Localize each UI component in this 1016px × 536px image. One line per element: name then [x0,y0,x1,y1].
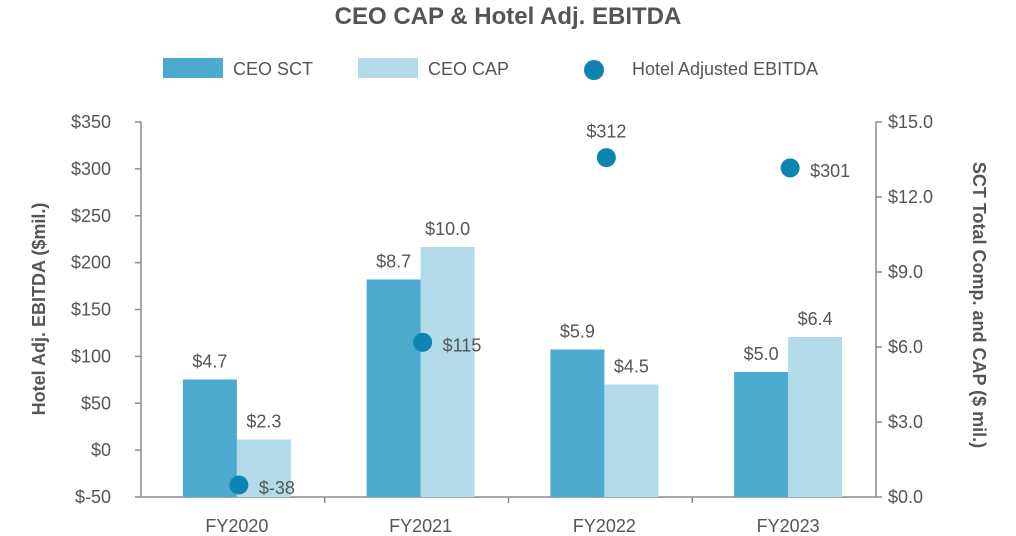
left-axis-title: Hotel Adj. EBITDA ($mil.) [29,203,49,416]
ceo-cap-value-label: $10.0 [425,219,470,239]
ceo-sct-bar [366,279,421,497]
hotel-adjusted-ebitda-legend-label: Hotel Adjusted EBITDA [632,59,818,79]
ceo-sct-bar [182,379,237,497]
right-tick-label: $15.0 [888,112,933,132]
ebitda-point [596,148,616,168]
left-tick-label: $100 [71,346,111,366]
ceo-sct-bar [550,349,605,497]
x-tick-label: FY2021 [389,516,452,536]
bars: $4.7 $8.7 $5.9 $5.0 $2.3 $10.0 $4.5 $6.4 [182,219,843,497]
ceo-sct-bar [734,372,789,497]
hotel-adjusted-ebitda-legend-swatch [584,60,604,80]
chart-title: CEO CAP & Hotel Adj. EBITDA [335,3,682,30]
left-tick-label: $150 [71,300,111,320]
right-tick-label: $0.0 [888,487,923,507]
ebitda-value-label: $301 [810,161,850,181]
ebitda-value-label: $-38 [259,478,295,498]
ceo-cap-legend-label: CEO CAP [428,59,509,79]
ebitda-point [229,475,249,495]
ebitda-value-label: $115 [443,335,482,355]
left-tick-label: $200 [71,253,111,273]
ceo-sct-value-label: $4.7 [192,352,227,372]
left-axis-ticks: $-50 $0 $50 $100 $150 $200 $250 $300 $350 [71,112,141,507]
ebitda-point [780,158,800,178]
x-tick-label: FY2023 [757,516,820,536]
x-tick-label: FY2022 [573,516,636,536]
left-tick-label: $50 [81,393,111,413]
right-tick-label: $6.0 [888,337,923,357]
legend: CEO SCT CEO CAP Hotel Adjusted EBITDA [163,58,818,80]
right-tick-label: $9.0 [888,262,923,282]
ceo-cap-legend-swatch [358,58,418,78]
right-axis-ticks: $0.0 $3.0 $6.0 $9.0 $12.0 $15.0 [876,112,933,507]
ceo-cap-value-label: $4.5 [614,357,649,377]
ebitda-value-label: $312 [586,122,626,142]
ceo-cap-bar [788,337,843,497]
ceo-sct-legend-label: CEO SCT [233,59,313,79]
ebitda-point [413,332,433,352]
left-tick-label: $350 [71,112,111,132]
ceo-sct-value-label: $5.0 [744,344,779,364]
ceo-sct-value-label: $8.7 [376,252,411,272]
right-tick-label: $3.0 [888,412,923,432]
ceo-sct-value-label: $5.9 [560,322,595,342]
ceo-cap-bar [420,247,475,497]
left-tick-label: $-50 [75,487,111,507]
x-tick-label: FY2020 [205,516,268,536]
right-axis-title: SCT Total Comp. and CAP ($ mil.) [969,162,989,448]
left-tick-label: $250 [71,206,111,226]
ceo-cap-bar [604,384,659,497]
right-tick-label: $12.0 [888,187,933,207]
ebitda-points: $-38 $115 $312 $301 [229,122,850,498]
ceo-sct-legend-swatch [163,58,223,78]
left-tick-label: $0 [91,440,111,460]
x-axis-ticks: FY2020 FY2021 FY2022 FY2023 [205,497,820,536]
ceo-cap-value-label: $2.3 [246,412,281,432]
left-tick-label: $300 [71,159,111,179]
ceo-cap-value-label: $6.4 [798,309,833,329]
